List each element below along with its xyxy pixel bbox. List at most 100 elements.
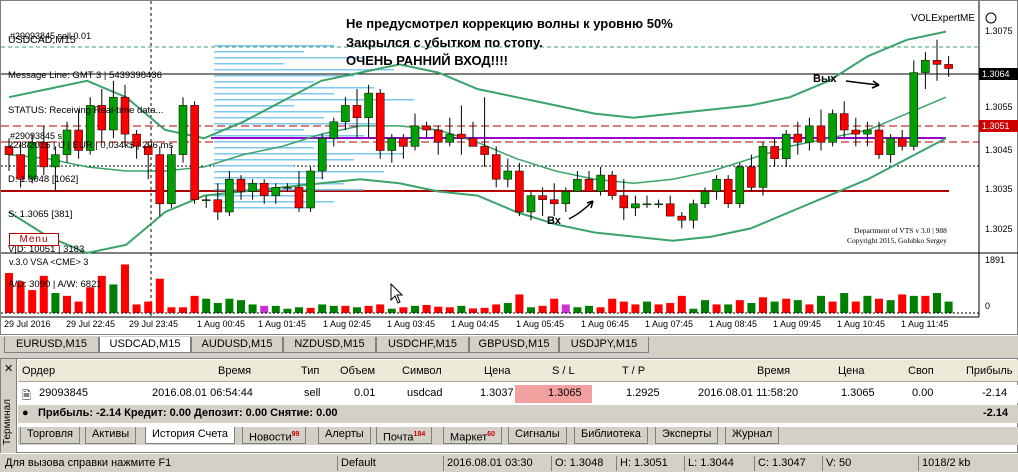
time-tick: 1 Aug 11:45	[901, 319, 949, 329]
candle-body	[375, 92, 385, 151]
volume-profile-bar	[214, 87, 374, 89]
volume-bar	[179, 307, 187, 313]
price-tick: 1.3025	[985, 224, 1013, 234]
col-profit[interactable]: Прибыль	[966, 365, 1013, 377]
symbol-tab-usdchf[interactable]: USDCHF,M15	[376, 337, 469, 353]
candle-body	[410, 125, 420, 147]
current-price-tag: 1.3064	[979, 68, 1018, 80]
symbol-tab-audusd[interactable]: AUDUSD,M15	[191, 337, 283, 353]
volume-bar	[793, 300, 802, 313]
col-swap[interactable]: Своп	[908, 365, 934, 377]
symbol-tab-eurusd[interactable]: EURUSD,M15	[4, 337, 99, 353]
col-symbol[interactable]: Символ	[402, 365, 442, 377]
tab-journal[interactable]: Журнал	[725, 427, 780, 444]
symbol-tab-gbpusd[interactable]: GBPUSD,M15	[469, 337, 559, 353]
volume-profile-bar	[214, 45, 334, 47]
candle-body	[433, 129, 443, 143]
candle-body	[294, 187, 304, 209]
info-line: 22/8/2016 | U | EUR | 0,034k$ | 296 ms	[8, 139, 174, 151]
tab-alerts[interactable]: Алерты	[318, 427, 371, 444]
candle-body	[781, 133, 791, 159]
col-sl[interactable]: S / L	[552, 365, 575, 377]
price-chart[interactable]	[1, 1, 1018, 336]
volume-bar	[63, 295, 71, 313]
tab-trade[interactable]: Торговля	[20, 427, 80, 444]
chart-window[interactable]: USDCAD,M15 Message Line: GMT 3 | 5439398…	[0, 0, 1018, 335]
volume-profile-bar	[214, 147, 314, 149]
volume-profile-bar	[214, 57, 364, 59]
col-close-price[interactable]: Цена	[838, 365, 865, 377]
candle-body	[468, 137, 478, 147]
volume-bar	[225, 298, 234, 313]
col-open-time[interactable]: Время	[218, 365, 252, 377]
col-tp[interactable]: T / P	[622, 365, 646, 377]
chart-title: USDCAD,M15	[8, 34, 76, 47]
tab-news[interactable]: Новости99	[242, 427, 307, 444]
candle-body	[839, 113, 849, 131]
symbol-tab-usdjpy[interactable]: USDJPY,M15	[559, 337, 649, 353]
time-tick: 1 Aug 10:45	[837, 319, 886, 329]
time-tick: 29 Jul 2016	[4, 319, 51, 329]
candle-body	[886, 137, 895, 155]
symbol-tab-usdcad[interactable]: USDCAD,M15	[99, 337, 191, 353]
status-high: H: 1.3051	[616, 456, 668, 471]
summary-icon: ●	[22, 407, 29, 419]
tab-label: Новости	[249, 431, 292, 444]
volume-profile-bar	[214, 141, 334, 143]
tab-label: Журнал	[732, 428, 773, 440]
candle-body	[39, 142, 49, 168]
candle-body	[863, 129, 872, 135]
volume-bar	[341, 305, 350, 313]
volume-bar	[538, 305, 547, 313]
time-tick: 1 Aug 06:45	[581, 319, 630, 329]
candle-body	[387, 137, 397, 151]
candle-body	[109, 96, 118, 131]
volume-profile-bar	[214, 183, 344, 185]
candle-body	[700, 191, 710, 205]
cell-open-price: 1.3037	[480, 387, 514, 399]
tab-mailbox[interactable]: Почта184	[376, 427, 433, 444]
volume-bar	[631, 304, 640, 313]
tab-library[interactable]: Библиотека	[574, 427, 648, 444]
volume-profile-bar	[214, 99, 414, 101]
summary-total: -2.14	[983, 407, 1009, 419]
tab-market[interactable]: Маркет60	[443, 427, 503, 444]
stop-loss-price-tag: 1.3051	[979, 120, 1018, 132]
symbol-tab-nzdusd[interactable]: NZDUSD,M15	[283, 337, 376, 353]
candle-body	[816, 125, 826, 143]
status-profile[interactable]: Default	[337, 456, 376, 471]
candle-body	[897, 137, 907, 147]
candle-body	[584, 178, 594, 192]
menu-button[interactable]: Menu	[9, 233, 59, 246]
volume-profile-bar	[214, 75, 354, 77]
table-row[interactable]: 🗎 29093845 2016.08.01 06:54:44 sell 0.01…	[18, 385, 1018, 403]
volume-bar	[306, 307, 315, 313]
indicator-close-icon	[985, 12, 997, 24]
candle-body	[97, 105, 107, 131]
terminal-label: Терминал	[2, 399, 13, 446]
tab-label: Алерты	[325, 428, 364, 440]
col-volume[interactable]: Объем	[340, 365, 376, 377]
candle-body	[341, 105, 350, 123]
candle-body	[329, 121, 339, 139]
tab-experts[interactable]: Эксперты	[655, 427, 719, 444]
tab-signals[interactable]: Сигналы	[508, 427, 567, 444]
col-order[interactable]: Ордер	[22, 365, 56, 377]
tab-exposure[interactable]: Активы	[85, 427, 137, 444]
volume-bar	[271, 305, 280, 313]
volume-profile-bar	[214, 69, 394, 71]
candle-body	[399, 137, 408, 147]
col-type[interactable]: Тип	[301, 365, 320, 377]
col-open-price[interactable]: Цена	[484, 365, 511, 377]
close-icon[interactable]: ✕	[4, 363, 14, 375]
entry-label: Вх	[547, 215, 561, 227]
status-close: C: 1.3047	[754, 456, 806, 471]
candle-body	[735, 166, 745, 205]
cell-volume: 0.01	[354, 387, 376, 399]
volume-profile-bar	[214, 81, 314, 83]
col-close-time[interactable]: Время	[757, 365, 791, 377]
tab-account-history[interactable]: История Счета	[145, 427, 236, 444]
volume-bar	[480, 307, 489, 313]
volume-bar	[782, 298, 791, 313]
volume-bar	[515, 294, 524, 313]
